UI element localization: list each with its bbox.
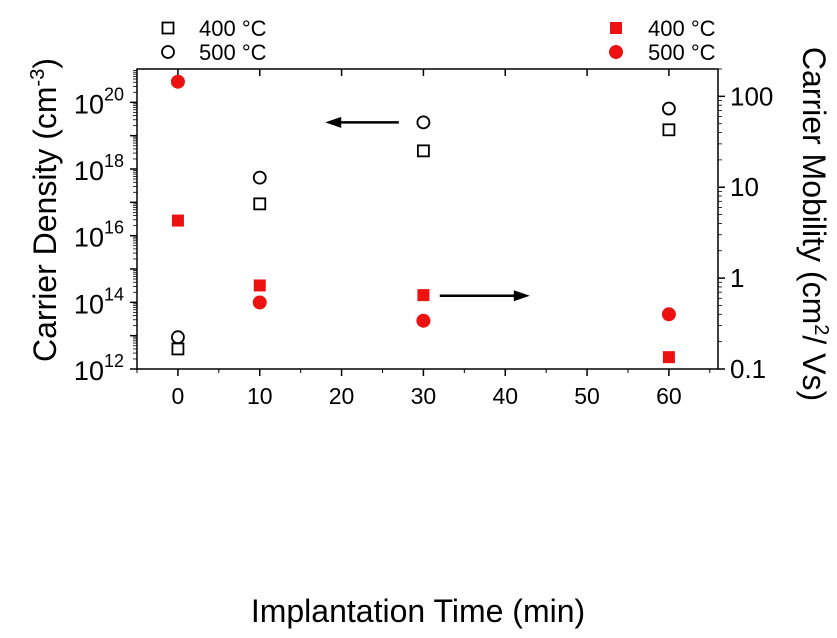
right-y-tick-label: 10	[730, 172, 759, 202]
legend-marker-circle-filled	[609, 45, 623, 59]
left-y-tick-label: 1016	[74, 218, 124, 253]
arrow-head	[513, 290, 530, 302]
data-point-circle-filled	[170, 74, 185, 89]
left-y-tick-label: 1020	[74, 84, 124, 119]
data-point-circle-open	[252, 170, 267, 185]
data-points	[170, 74, 676, 364]
data-point-square-filled	[662, 351, 675, 364]
left-y-axis-label-sup: -3	[27, 69, 49, 87]
x-tick-label: 10	[247, 383, 273, 409]
legend-marker-square-filled	[610, 22, 622, 34]
plot-frame	[136, 68, 719, 370]
legend-marker-square-open	[161, 21, 175, 35]
tick-exponent: 16	[104, 218, 124, 238]
x-tick-label: 20	[329, 383, 355, 409]
legend-marker-circle-open	[161, 45, 175, 59]
right-y-axis-label-tail: / Vs)	[796, 335, 832, 401]
legend-label: 400 °C	[199, 16, 267, 41]
left-y-tick-label: 1018	[74, 151, 124, 186]
arrow-head	[325, 116, 342, 128]
right-y-axis-label: Carrier Mobility (cm2/ Vs)	[796, 47, 832, 401]
data-point-circle-filled	[252, 295, 267, 310]
x-axis-label: Implantation Time (min)	[251, 593, 585, 629]
data-point-square-open	[171, 342, 185, 356]
left-y-axis-label: Carrier Density (cm-3)	[27, 58, 63, 362]
x-tick-label: 0	[172, 383, 185, 409]
legend-label: 500 °C	[199, 40, 267, 65]
data-point-square-open	[662, 123, 676, 137]
data-point-square-filled	[253, 279, 266, 292]
data-point-square-filled	[171, 214, 184, 227]
x-tick-label: 30	[411, 383, 437, 409]
data-point-circle-filled	[416, 313, 431, 328]
x-tick-label: 60	[656, 383, 682, 409]
tick-exponent: 20	[104, 84, 124, 104]
right-y-ticks: 0.1 1 10 100	[718, 68, 773, 384]
tick-base: 10	[74, 89, 104, 119]
data-point-square-filled	[417, 289, 430, 302]
data-point-circle-open	[662, 101, 676, 116]
x-tick-label: 40	[492, 383, 518, 409]
left-y-axis-label-text: Carrier Density (cm	[27, 86, 63, 362]
right-y-axis-label-text: Carrier Mobility (cm	[796, 47, 832, 324]
right-y-axis-label-sup: 2	[810, 324, 832, 335]
left-y-tick-label: 1012	[74, 351, 124, 386]
tick-exponent: 12	[104, 351, 124, 371]
data-point-circle-open	[416, 115, 431, 130]
data-point-square-open	[253, 197, 267, 211]
right-y-tick-label: 100	[730, 81, 773, 111]
legend-label: 500 °C	[648, 40, 716, 65]
tick-base: 10	[74, 356, 104, 386]
tick-base: 10	[74, 156, 104, 186]
data-point-circle-open	[171, 330, 185, 345]
plot-area-border	[136, 68, 719, 370]
tick-base: 10	[74, 289, 104, 319]
annotation-arrows	[325, 116, 530, 302]
x-ticks: 0 10 20 30 40 50 60	[136, 69, 711, 409]
data-point-circle-filled	[661, 307, 676, 322]
left-y-axis-label-tail: )	[27, 58, 63, 69]
data-point-square-open	[417, 144, 430, 158]
left-y-tick-label: 1014	[74, 284, 124, 319]
right-y-tick-label: 1	[730, 263, 744, 293]
tick-exponent: 14	[104, 284, 124, 304]
x-tick-label: 50	[574, 383, 600, 409]
legend-label: 400 °C	[648, 16, 716, 41]
right-y-tick-label: 0.1	[730, 354, 766, 384]
tick-exponent: 18	[104, 151, 124, 171]
tick-base: 10	[74, 223, 104, 253]
